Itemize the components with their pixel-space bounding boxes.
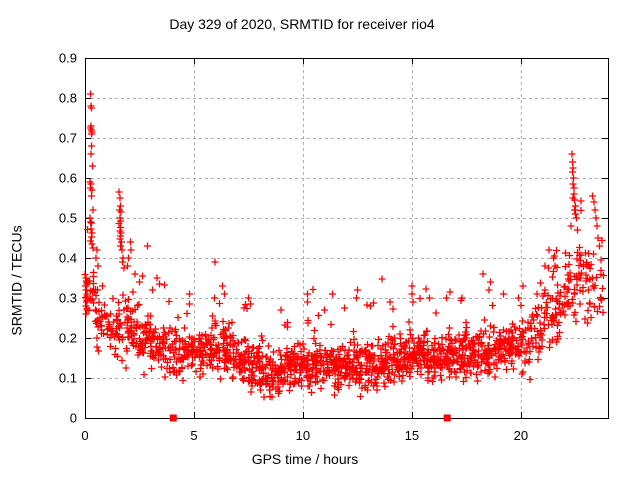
x-tick-label: 15 [405, 428, 419, 443]
y-tick-label: 0.6 [59, 171, 77, 186]
x-tick-label: 5 [190, 428, 197, 443]
y-tick-label: 0.3 [59, 291, 77, 306]
axis-event-marker [443, 414, 451, 422]
scatter-points [81, 90, 607, 401]
axis-event-markers [169, 414, 451, 422]
axis-ticks [85, 58, 608, 419]
y-tick-label: 0.8 [59, 91, 77, 106]
y-axis-label: SRMTID / TECUs [8, 225, 25, 336]
y-tick-label: 0.2 [59, 331, 77, 346]
x-tick-label: 20 [514, 428, 528, 443]
y-tick-label: 0.9 [59, 51, 77, 66]
y-tick-label: 0 [70, 411, 77, 426]
y-tick-label: 0.4 [59, 251, 77, 266]
tick-labels: 0 5 10 15 20 0 0.1 0.2 0.3 0.4 0.5 0.6 0.7 0.8 0.9 [59, 51, 528, 444]
x-tick-label: 10 [296, 428, 310, 443]
chart-title: Day 329 of 2020, SRMTID for receiver rio… [169, 16, 435, 32]
y-tick-label: 0.7 [59, 131, 77, 146]
x-axis-label: GPS time / hours [251, 451, 359, 467]
axis-event-marker [169, 414, 177, 422]
y-tick-label: 0.5 [59, 211, 77, 226]
plot-border [85, 58, 609, 419]
y-tick-label: 0.1 [59, 371, 77, 386]
x-tick-label: 0 [81, 428, 88, 443]
